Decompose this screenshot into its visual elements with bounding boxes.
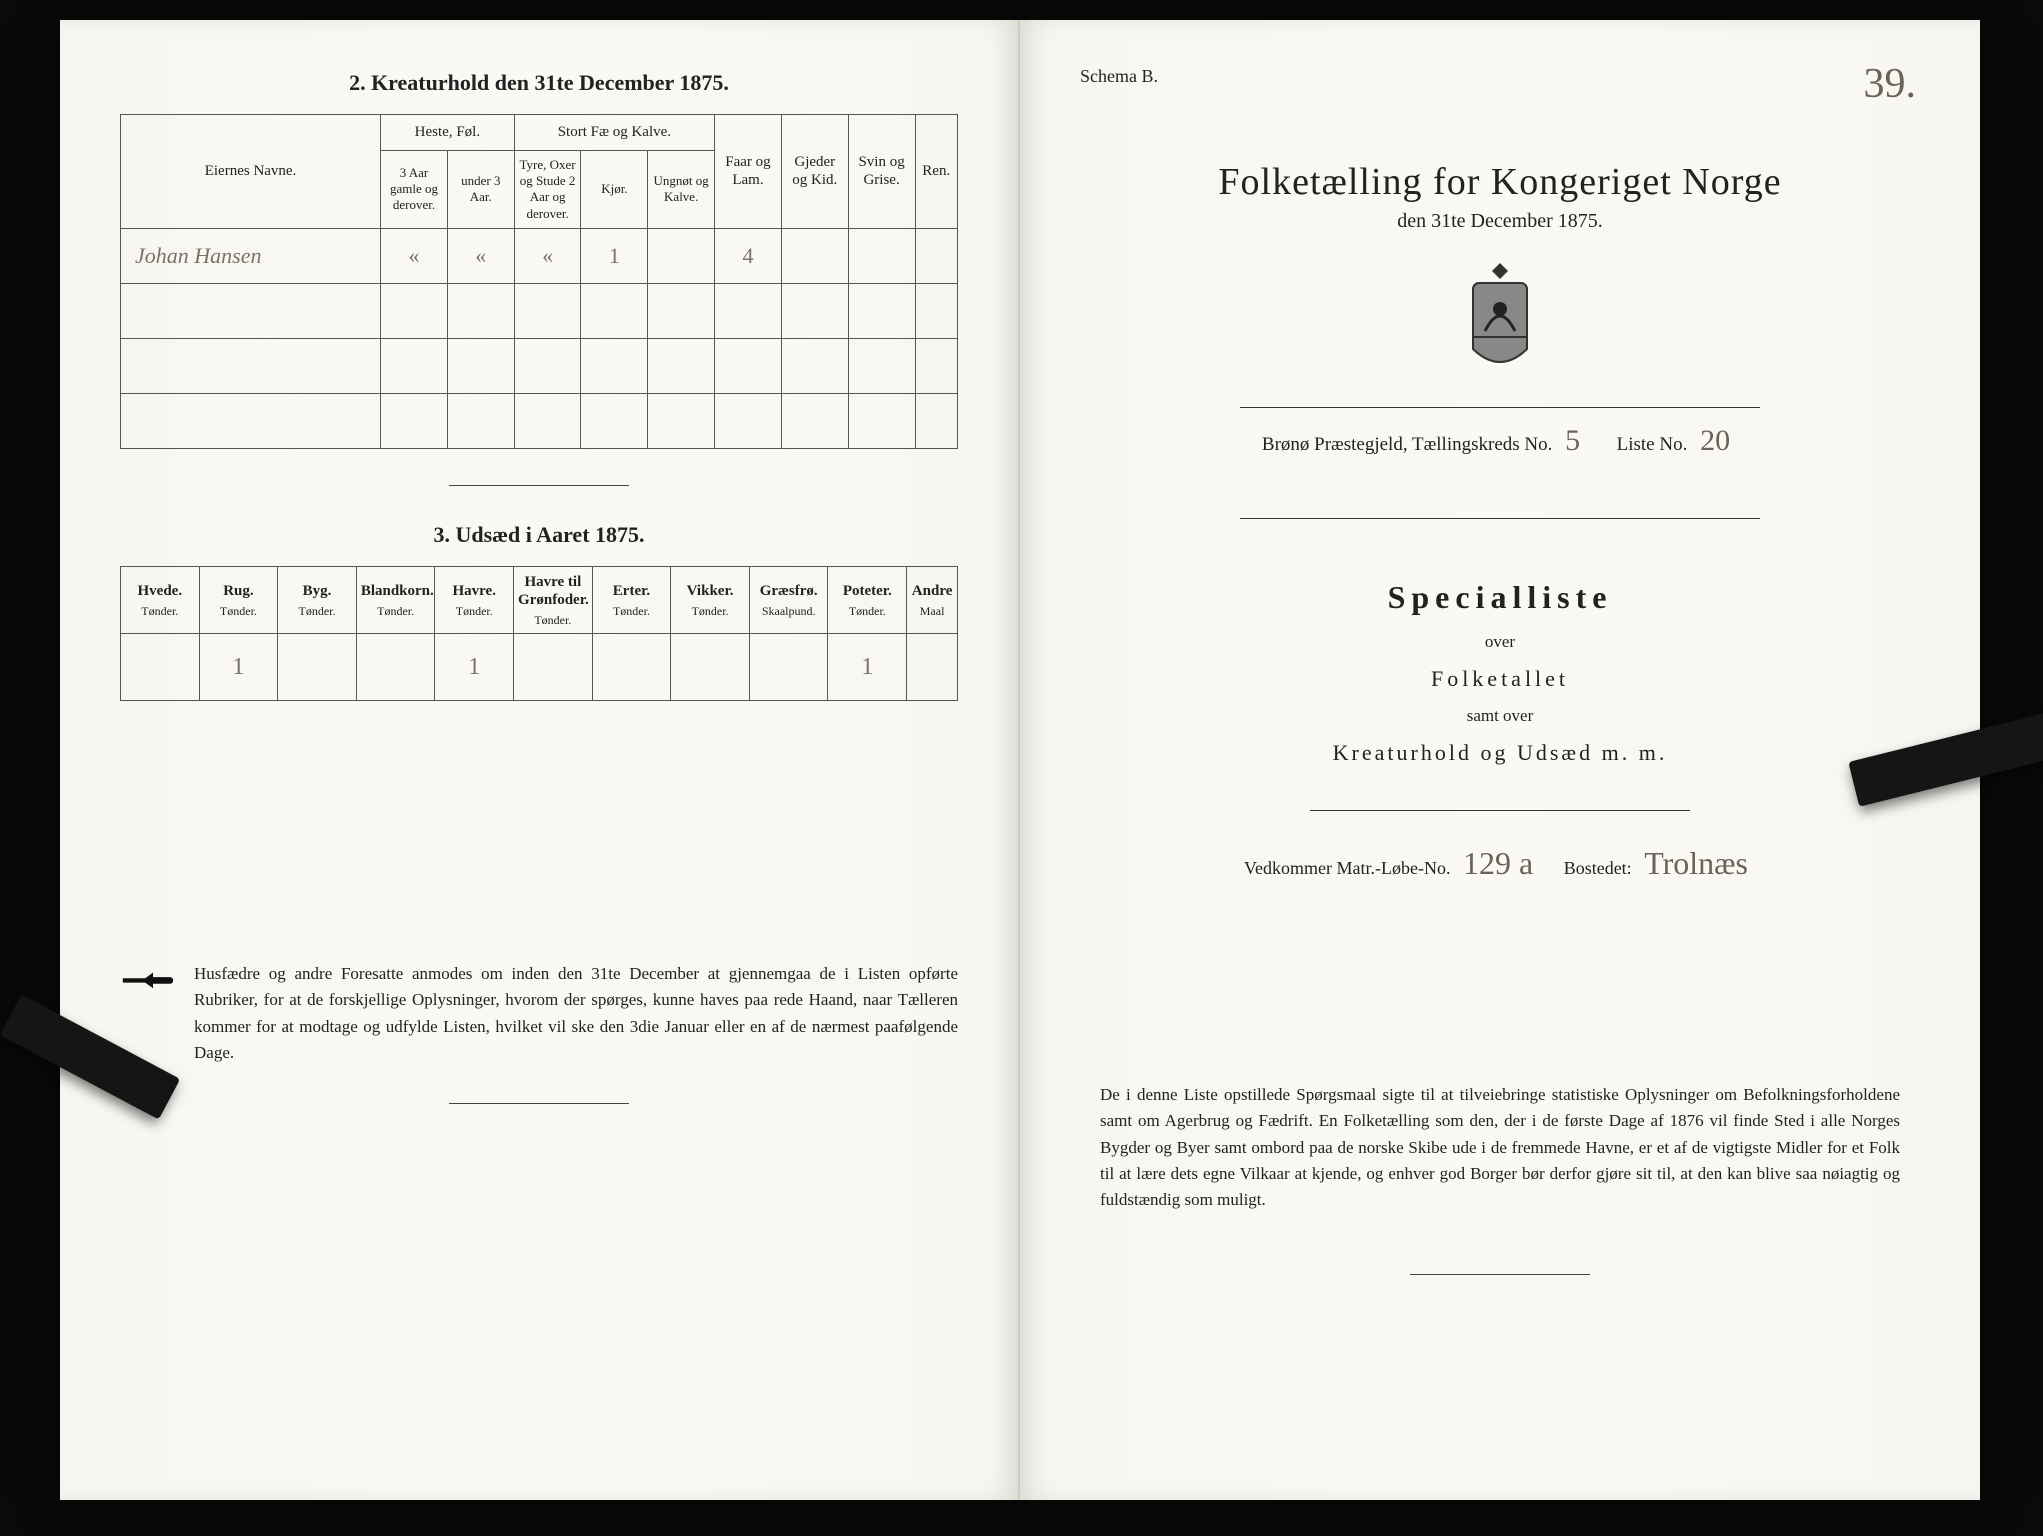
col-young: Ungnøt og Kalve. — [648, 150, 715, 228]
cell-erter — [592, 634, 671, 701]
col-owner: Eiernes Navne. — [121, 115, 381, 229]
col-erter: Erter.Tønder. — [592, 566, 671, 633]
book-spread: 2. Kreaturhold den 31te December 1875. E… — [60, 20, 1980, 1500]
bostedet-label: Bostedet: — [1564, 858, 1632, 878]
cell-hvede — [121, 634, 200, 701]
cell-blandkorn — [356, 634, 435, 701]
right-page: Schema B. 39. Folketælling for Kongerige… — [1020, 20, 1980, 1500]
col-poteter: Poteter.Tønder. — [828, 566, 907, 633]
col-reindeer: Ren. — [915, 115, 957, 229]
cell-cows: 1 — [581, 228, 648, 283]
col-rug: Rug.Tønder. — [199, 566, 278, 633]
table-row — [121, 393, 958, 448]
kreaturhold-label: Kreaturhold og Udsæd m. m. — [1080, 740, 1920, 766]
col-blandkorn: Blandkorn.Tønder. — [356, 566, 435, 633]
divider — [449, 485, 629, 486]
cell-vikker — [671, 634, 750, 701]
cell-byg — [278, 634, 357, 701]
samt-over-label: samt over — [1080, 706, 1920, 726]
cell-goats — [781, 228, 848, 283]
table-row — [121, 283, 958, 338]
col-byg: Byg.Tønder. — [278, 566, 357, 633]
col-havregron: Havre til Grønfoder.Tønder. — [514, 566, 593, 633]
specialliste-title: Specialliste — [1080, 579, 1920, 616]
col-cows: Kjør. — [581, 150, 648, 228]
cell-sheep: 4 — [715, 228, 782, 283]
col-sheep: Faar og Lam. — [715, 115, 782, 229]
col-group-cattle: Stort Fæ og Kalve. — [514, 115, 714, 151]
divider — [449, 1103, 629, 1104]
col-graesfro: Græsfrø.Skaalpund. — [749, 566, 828, 633]
divider — [1410, 1274, 1590, 1275]
parish-prefix: Brønø Præstegjeld, Tællingskreds No. — [1262, 434, 1552, 455]
cell-havregron — [514, 634, 593, 701]
cell-oxen: « — [514, 228, 581, 283]
cell-horse-3plus: « — [381, 228, 448, 283]
col-goats: Gjeder og Kid. — [781, 115, 848, 229]
seed-header-row: Hvede.Tønder. Rug.Tønder. Byg.Tønder. Bl… — [121, 566, 958, 633]
col-pigs: Svin og Grise. — [848, 115, 915, 229]
matr-line: Vedkommer Matr.-Løbe-No. 129 a Bostedet:… — [1080, 845, 1920, 882]
col-horse-u3: under 3 Aar. — [447, 150, 514, 228]
coat-of-arms-icon — [1455, 261, 1545, 371]
divider — [1240, 518, 1760, 519]
pointing-hand-icon — [120, 963, 176, 999]
col-andre: AndreMaal — [907, 566, 958, 633]
divider — [1240, 407, 1760, 408]
col-group-horse: Heste, Føl. — [381, 115, 515, 151]
livestock-table: Eiernes Navne. Heste, Føl. Stort Fæ og K… — [120, 114, 958, 449]
table-row — [121, 338, 958, 393]
cell-young — [648, 228, 715, 283]
bostedet-value: Trolnæs — [1636, 845, 1756, 881]
table-row: 1 1 1 — [121, 634, 958, 701]
over-label: over — [1080, 632, 1920, 652]
table-row: Johan Hansen « « « 1 4 — [121, 228, 958, 283]
cell-poteter: 1 — [828, 634, 907, 701]
cell-horse-u3: « — [447, 228, 514, 283]
cell-reindeer — [915, 228, 957, 283]
intro-paragraph: De i denne Liste opstillede Spørgsmaal s… — [1100, 1082, 1900, 1214]
col-oxen: Tyre, Oxer og Stude 2 Aar og derover. — [514, 150, 581, 228]
col-havre: Havre.Tønder. — [435, 566, 514, 633]
matr-label: Vedkommer Matr.-Løbe-No. — [1244, 858, 1450, 878]
col-horse-3plus: 3 Aar gamle og derover. — [381, 150, 448, 228]
cell-havre: 1 — [435, 634, 514, 701]
left-page: 2. Kreaturhold den 31te December 1875. E… — [60, 20, 1020, 1500]
liste-value: 20 — [1692, 424, 1738, 457]
folketallet-label: Folketallet — [1080, 666, 1920, 692]
schema-label: Schema B. — [1080, 66, 1158, 87]
divider — [1310, 810, 1690, 811]
census-subtitle: den 31te December 1875. — [1080, 210, 1920, 233]
cell-graesfro — [749, 634, 828, 701]
instruction-block: Husfædre og andre Foresatte anmodes om i… — [120, 961, 958, 1066]
cell-rug: 1 — [199, 634, 278, 701]
kreds-value: 5 — [1557, 424, 1588, 457]
liste-label: Liste No. — [1617, 434, 1688, 455]
section3-title: 3. Udsæd i Aaret 1875. — [120, 522, 958, 548]
section2-title: 2. Kreaturhold den 31te December 1875. — [120, 70, 958, 96]
census-title: Folketælling for Kongeriget Norge — [1080, 160, 1920, 204]
matr-no: 129 a — [1455, 845, 1541, 881]
parish-line: Brønø Præstegjeld, Tællingskreds No. 5 L… — [1080, 424, 1920, 458]
folio-number: 39. — [1864, 60, 1917, 108]
cell-owner: Johan Hansen — [121, 228, 381, 283]
instruction-text: Husfædre og andre Foresatte anmodes om i… — [194, 961, 958, 1066]
col-vikker: Vikker.Tønder. — [671, 566, 750, 633]
seed-table: Hvede.Tønder. Rug.Tønder. Byg.Tønder. Bl… — [120, 566, 958, 701]
cell-andre — [907, 634, 958, 701]
col-hvede: Hvede.Tønder. — [121, 566, 200, 633]
cell-pigs — [848, 228, 915, 283]
